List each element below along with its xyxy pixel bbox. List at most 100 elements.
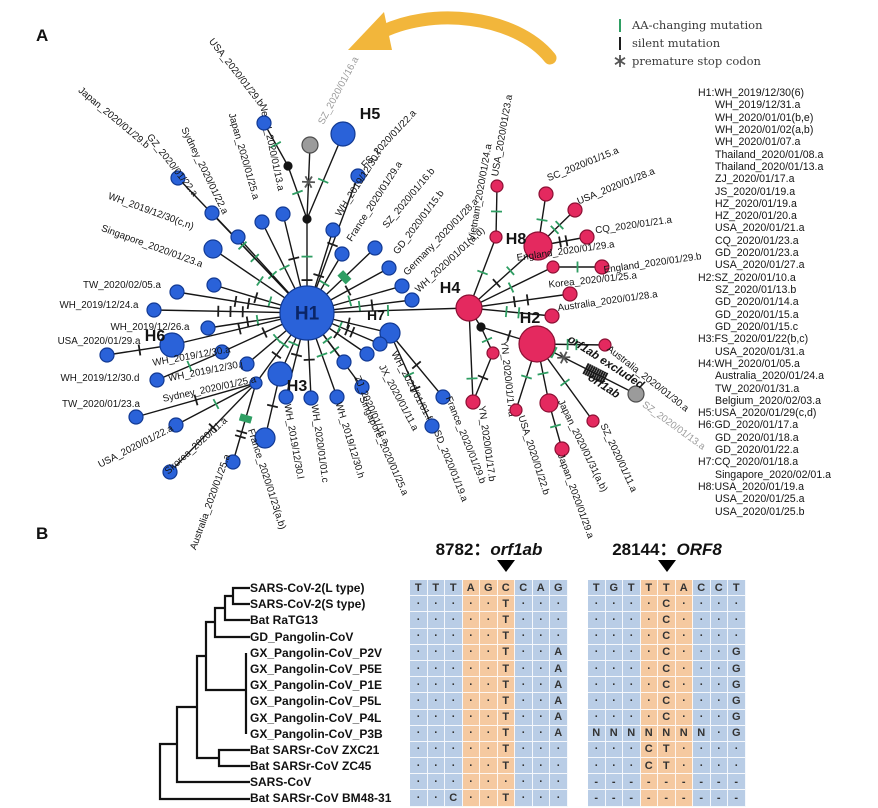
haplotype-list-line: H1:WH_2019/12/30(6) [698,87,804,99]
haplotype-list-line: H2:SZ_2020/01/10.a [698,271,796,284]
aa-mutation-tick [481,336,493,344]
aa-mutation-tick [292,189,303,196]
alignment-cell: . [427,611,445,629]
alignment-cell: A [462,580,480,597]
haplotype-list-line: GD_2020/01/14.a [715,296,799,309]
alignment-cell: - [728,774,746,791]
silent-mutation-tick-icon [612,36,628,50]
alignment-cell: . [675,595,693,613]
alignment-cell: - [588,790,606,807]
alignment-cell: G [728,693,746,710]
network-node-France_2020/01/29.b [435,389,451,405]
network-node-WH_2019/12/30.d [149,372,165,388]
alignment-cell: . [532,595,550,613]
network-label-Japan_2020/01/29.b: Japan_2020/01/29.b [76,85,152,151]
network-node-WH_2019/12/30.h [329,389,345,405]
network-node-GD_2020/01/15.b [381,260,397,276]
alignment-cell: G [605,580,623,597]
alignment-cell: . [427,643,445,661]
network-node-Japan_2020/01/29.a [554,441,570,457]
aa-mutation-tick [554,220,564,230]
alignment-cell: . [710,660,728,678]
haplotype-list-line: H6:GD_2020/01/17.a [698,419,799,432]
network-label-H4: H4 [440,280,461,297]
network-node-H6 [159,332,185,358]
alignment-cell: - [640,790,658,807]
alignment-cell: . [427,676,445,694]
alignment-cell: . [710,724,728,742]
alignment-cell: . [427,724,445,742]
network-label-Korea_2020/01/25.a: Korea_2020/01/25.a [548,270,638,290]
haplotype-list-line: SZ_2020/01/13.b [715,284,797,296]
site-header-orf8-gene: ORF8 [676,540,722,559]
alignment-cell: . [675,692,693,710]
haplotype-list-line: Australia_2020/01/24.a [715,370,824,383]
alignment-cell: . [515,627,533,645]
network-label-USA_2020/01/22.b: USA_2020/01/22.b [515,414,551,497]
alignment-cell: N [675,725,693,742]
network-node-SZ_2020/01/13.a [627,385,645,403]
network-label-USA_2020/01/22.a: USA_2020/01/22.a [96,423,175,471]
alignment-cell: . [410,660,428,678]
alignment-cell: A [550,644,568,661]
taxon-label: SARS-CoV-2(S type) [250,597,366,612]
haplotype-list-line: GD_2020/01/18.a [715,431,799,444]
network-node-Singapore_2020/01/25.a [354,379,370,395]
alignment-cell: T [497,596,515,613]
alignment-cell: . [480,692,498,710]
alignment-cell: . [710,708,728,726]
aa-mutation-hatch [239,417,252,423]
haplotype-list-line: HZ_2020/01/20.a [715,210,797,223]
alignment-cell: . [480,757,498,775]
alignment-cell: . [675,660,693,678]
aa-mutation-tick [549,423,562,429]
alignment-cell: C [710,580,728,597]
alignment-cell: N [623,725,641,742]
taxon-label: Bat SARSr-CoV BM48-31 [250,791,392,806]
alignment-cell: . [410,692,428,710]
alignment-cell: . [588,611,606,629]
network-node-H8 [523,231,553,261]
alignment-cell: . [728,595,746,613]
legend-label-stop: premature stop codon [632,54,761,68]
network-label-Sydney_2020/01/22.a: Sydney_2020/01/22.a [178,126,230,217]
alignment-cell: . [693,740,711,759]
alignment-cell: . [480,708,498,726]
alignment-cell: . [480,643,498,661]
alignment-cell: . [462,676,480,694]
aa-mutation-hatch [340,271,351,282]
alignment-cell: . [550,789,568,807]
alignment-cell: C [658,596,676,613]
alignment-cell: G [728,660,746,678]
alignment-cell: T [497,693,515,710]
silent-mutation-tick [409,385,421,392]
alignment-cell: A [550,725,568,742]
network-node-WH_2019/12/30.j [239,356,255,372]
alignment-cell: C [658,693,676,710]
alignment-cell: N [658,725,676,742]
aa-mutation-tick [279,340,290,349]
alignment-cell: . [532,643,550,661]
network-label-TW_2020/02/05.a: TW_2020/02/05.a [83,280,161,291]
aa-mutation-tick [347,295,353,307]
alignment-cell: T [497,725,515,742]
network-node-JX_2020/01/11.a [359,346,375,362]
phylo-tree [158,586,250,801]
alignment-cell: . [623,757,641,775]
silent-mutation-tick [558,236,562,248]
haplotype-list-line: H3:FS_2020/01/22(b,c) [698,333,809,346]
alignment-cell: T [658,741,676,759]
site-header-orf1ab-pos: 8782： [435,540,491,559]
haplotype-list-line: WH_2020/01/02(a,b) [715,123,814,136]
site-arrow-28144 [658,560,676,572]
alignment-cell: . [728,627,746,645]
network-node-H7 [379,322,401,344]
alignment-cell: - [693,790,711,807]
network-label-SC_2020/01/15.a: SC_2020/01/15.a [546,145,621,184]
alignment-cell: . [693,676,711,694]
alignment-cell: . [515,611,533,629]
haplotype-list-line: USA_2020/01/27.a [715,259,805,272]
alignment-cell: C [658,612,676,629]
alignment-cell: . [515,757,533,775]
alignment-cell: . [550,740,568,759]
